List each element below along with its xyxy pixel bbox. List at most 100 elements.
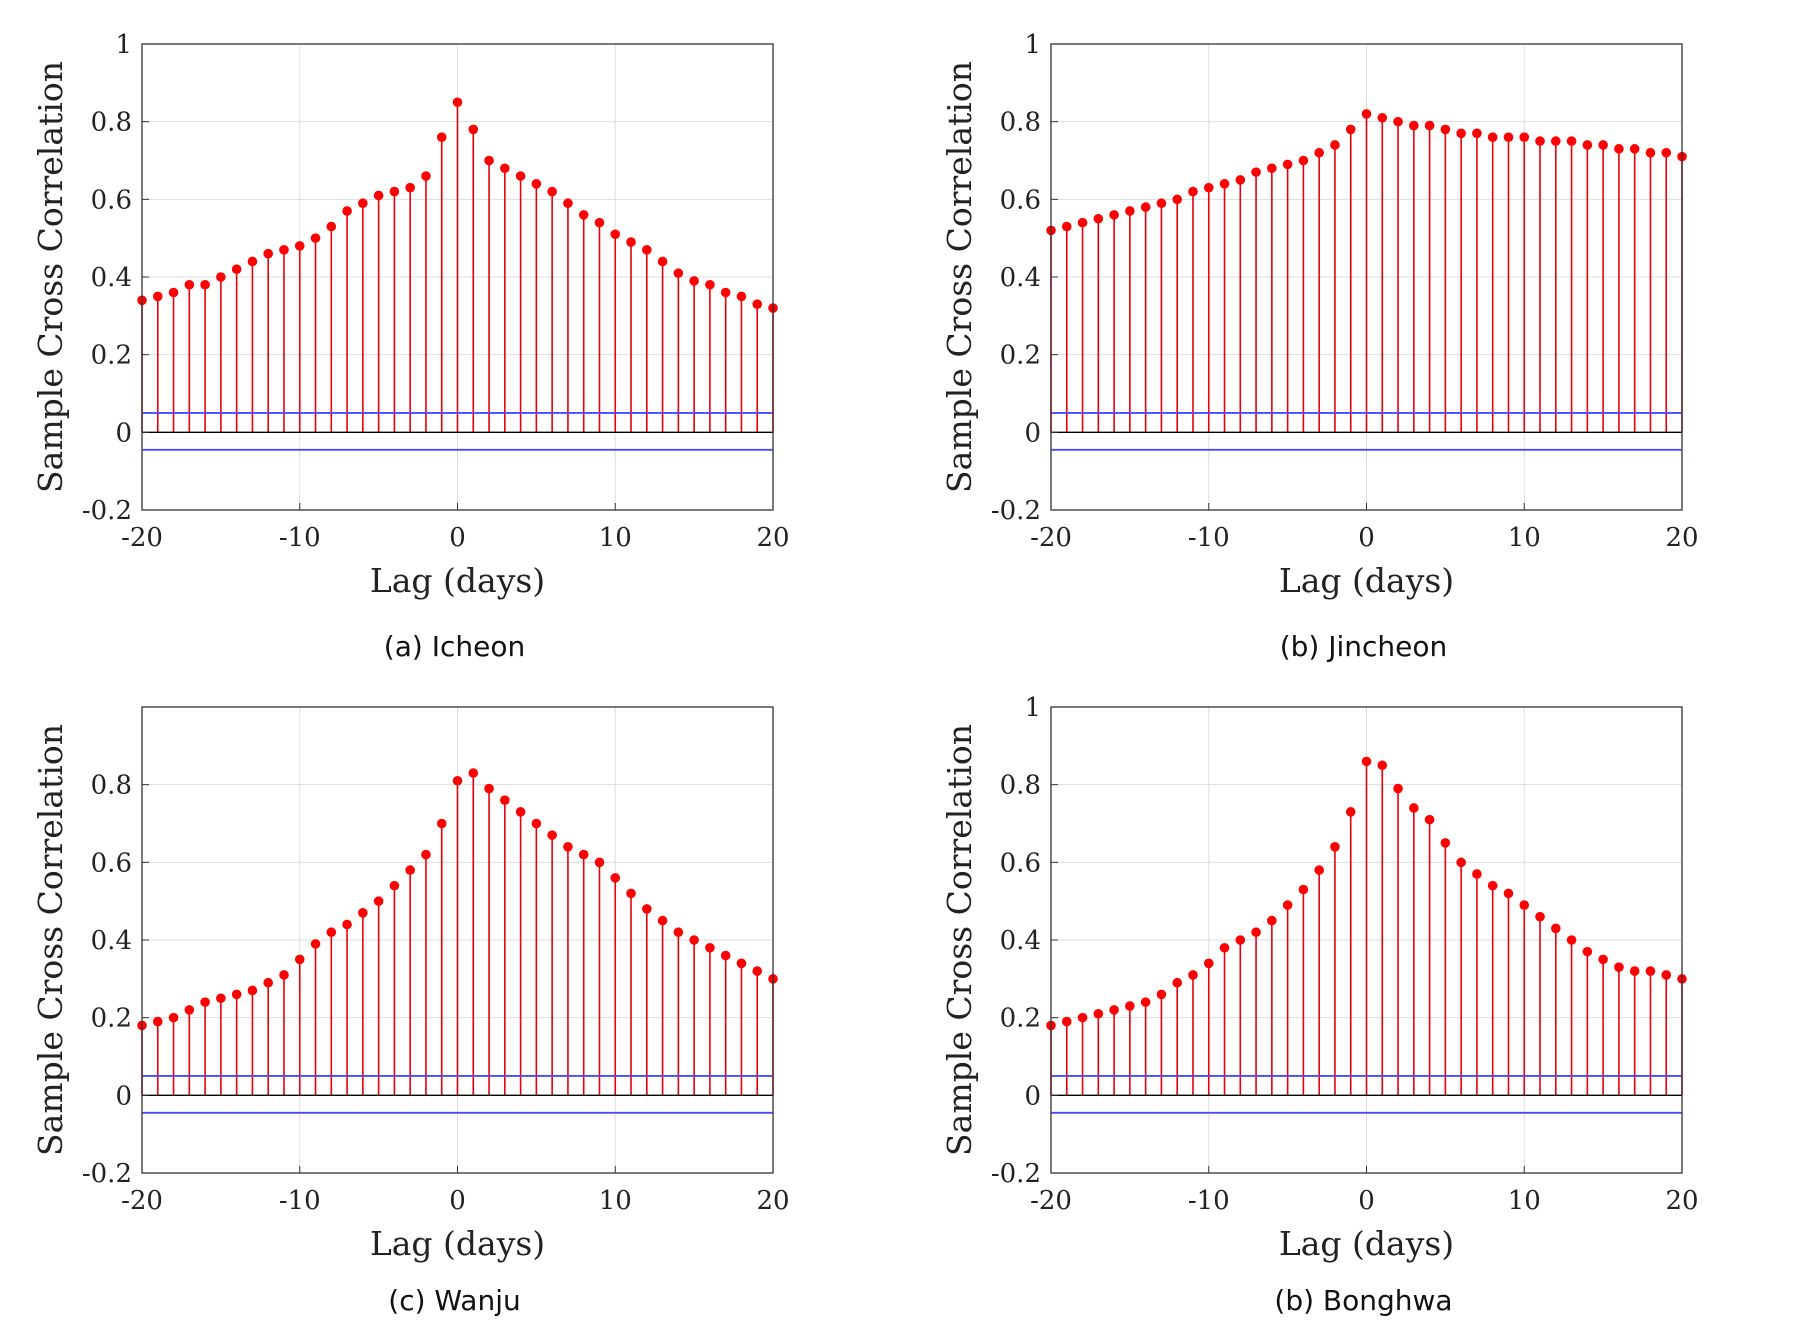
data-point: [468, 768, 479, 778]
tick-labels: -20 -10 0 10 20 -0.2 0 0.2 0.4 0.6 0.8 1: [991, 30, 1699, 553]
data-point: [1109, 210, 1119, 220]
data-point: [484, 783, 494, 794]
data-point: [152, 1016, 163, 1027]
data-point: [1235, 935, 1246, 945]
data-point: [326, 927, 337, 938]
x-tick-label: 10: [599, 523, 632, 553]
data-point: [1188, 186, 1198, 197]
panel-caption: (b) Bonghwa: [1274, 1284, 1453, 1317]
data-point: [1188, 970, 1198, 980]
data-point: [1440, 124, 1451, 135]
x-tick-label: 0: [1358, 523, 1375, 553]
data-point: [1093, 1008, 1104, 1019]
x-tick-label: 20: [1665, 523, 1698, 553]
y-tick-label: 0.4: [1000, 263, 1041, 293]
data-point: [1330, 140, 1340, 150]
stem-markers: [1046, 756, 1687, 1031]
x-tick-label: -20: [121, 523, 163, 553]
data-point: [689, 276, 699, 286]
y-tick-label: 0.6: [1000, 185, 1041, 215]
data-point: [736, 958, 747, 969]
data-point: [247, 985, 258, 996]
y-tick-label: -0.2: [82, 496, 132, 526]
data-point: [1077, 1012, 1088, 1023]
data-point: [1219, 942, 1230, 953]
y-axis-title: Sample Cross Correlation: [940, 724, 979, 1156]
data-point: [1566, 935, 1577, 945]
x-axis-title: Lag (days): [1279, 1224, 1454, 1263]
cross-correlation-plot: -20 -10 0 10 20 -0.2 0 0.2 0.4 0.6 0.8 1 Lag (days) S…: [940, 693, 1699, 1263]
data-point: [1535, 136, 1545, 146]
data-point: [626, 237, 636, 247]
data-point: [184, 1005, 195, 1015]
data-point: [200, 997, 210, 1007]
data-point: [373, 896, 384, 906]
data-point: [1472, 128, 1482, 139]
cross-correlation-plot: -20 -10 0 10 20 -0.2 0 0.2 0.4 0.6 0.8 Lag (days) Sa…: [31, 706, 790, 1263]
data-point: [1551, 136, 1561, 146]
data-point: [1156, 989, 1167, 1000]
x-tick-label: -10: [279, 523, 321, 553]
data-point: [1645, 147, 1656, 158]
data-point: [1109, 1005, 1119, 1015]
data-point: [1629, 966, 1640, 976]
data-point: [500, 795, 510, 805]
data-point: [421, 849, 431, 860]
x-tick-label: 10: [599, 1186, 632, 1216]
x-tick-label: 0: [1358, 1186, 1375, 1216]
data-point: [1267, 163, 1277, 174]
data-point: [231, 264, 242, 275]
data-point: [231, 989, 242, 1000]
data-point: [1077, 217, 1088, 228]
data-point: [389, 186, 400, 197]
data-point: [547, 186, 557, 197]
x-tick-label: 10: [1508, 1186, 1541, 1216]
data-point: [1409, 120, 1419, 131]
data-point: [216, 993, 226, 1004]
data-point: [626, 888, 636, 899]
panel-caption: (c) Wanju: [388, 1284, 521, 1317]
y-axis-title: Sample Cross Correlation: [31, 724, 70, 1156]
data-point: [642, 904, 652, 914]
data-point: [1487, 132, 1498, 142]
data-point: [310, 939, 321, 949]
data-point: [436, 132, 447, 142]
stem-lines: [1050, 761, 1683, 1096]
data-point: [1298, 884, 1309, 895]
x-tick-label: -10: [1188, 523, 1230, 553]
data-point: [1235, 175, 1246, 185]
x-tick-label: 20: [1665, 1186, 1698, 1216]
x-tick-label: -10: [1188, 1186, 1230, 1216]
x-tick-label: -20: [1030, 1186, 1072, 1216]
data-point: [752, 966, 763, 976]
data-point: [1314, 147, 1324, 158]
y-tick-label: 0: [115, 1081, 132, 1111]
data-point: [1377, 760, 1388, 771]
y-tick-label: 0.8: [91, 771, 132, 801]
data-point: [1424, 814, 1435, 825]
data-point: [405, 865, 415, 875]
panel-caption: (a) Icheon: [383, 630, 526, 663]
data-point: [405, 182, 415, 193]
data-point: [279, 245, 289, 255]
data-point: [152, 291, 163, 302]
data-point: [547, 830, 557, 840]
stem-markers: [1046, 109, 1687, 236]
data-point: [1472, 869, 1482, 879]
y-tick-label: -0.2: [82, 1159, 132, 1189]
data-point: [673, 268, 684, 278]
data-point: [1282, 159, 1293, 170]
x-tick-label: -20: [1030, 523, 1072, 553]
data-point: [294, 954, 305, 965]
data-point: [1440, 838, 1451, 848]
data-point: [1614, 962, 1624, 972]
data-point: [531, 818, 542, 829]
data-point: [515, 171, 526, 181]
x-tick-label: 20: [756, 1186, 789, 1216]
y-tick-label: -0.2: [991, 496, 1041, 526]
data-point: [168, 287, 179, 298]
y-axis-title: Sample Cross Correlation: [31, 61, 70, 493]
data-point: [1487, 880, 1498, 891]
data-point: [1345, 807, 1356, 817]
tick-labels: -20 -10 0 10 20 -0.2 0 0.2 0.4 0.6 0.8: [82, 771, 790, 1216]
